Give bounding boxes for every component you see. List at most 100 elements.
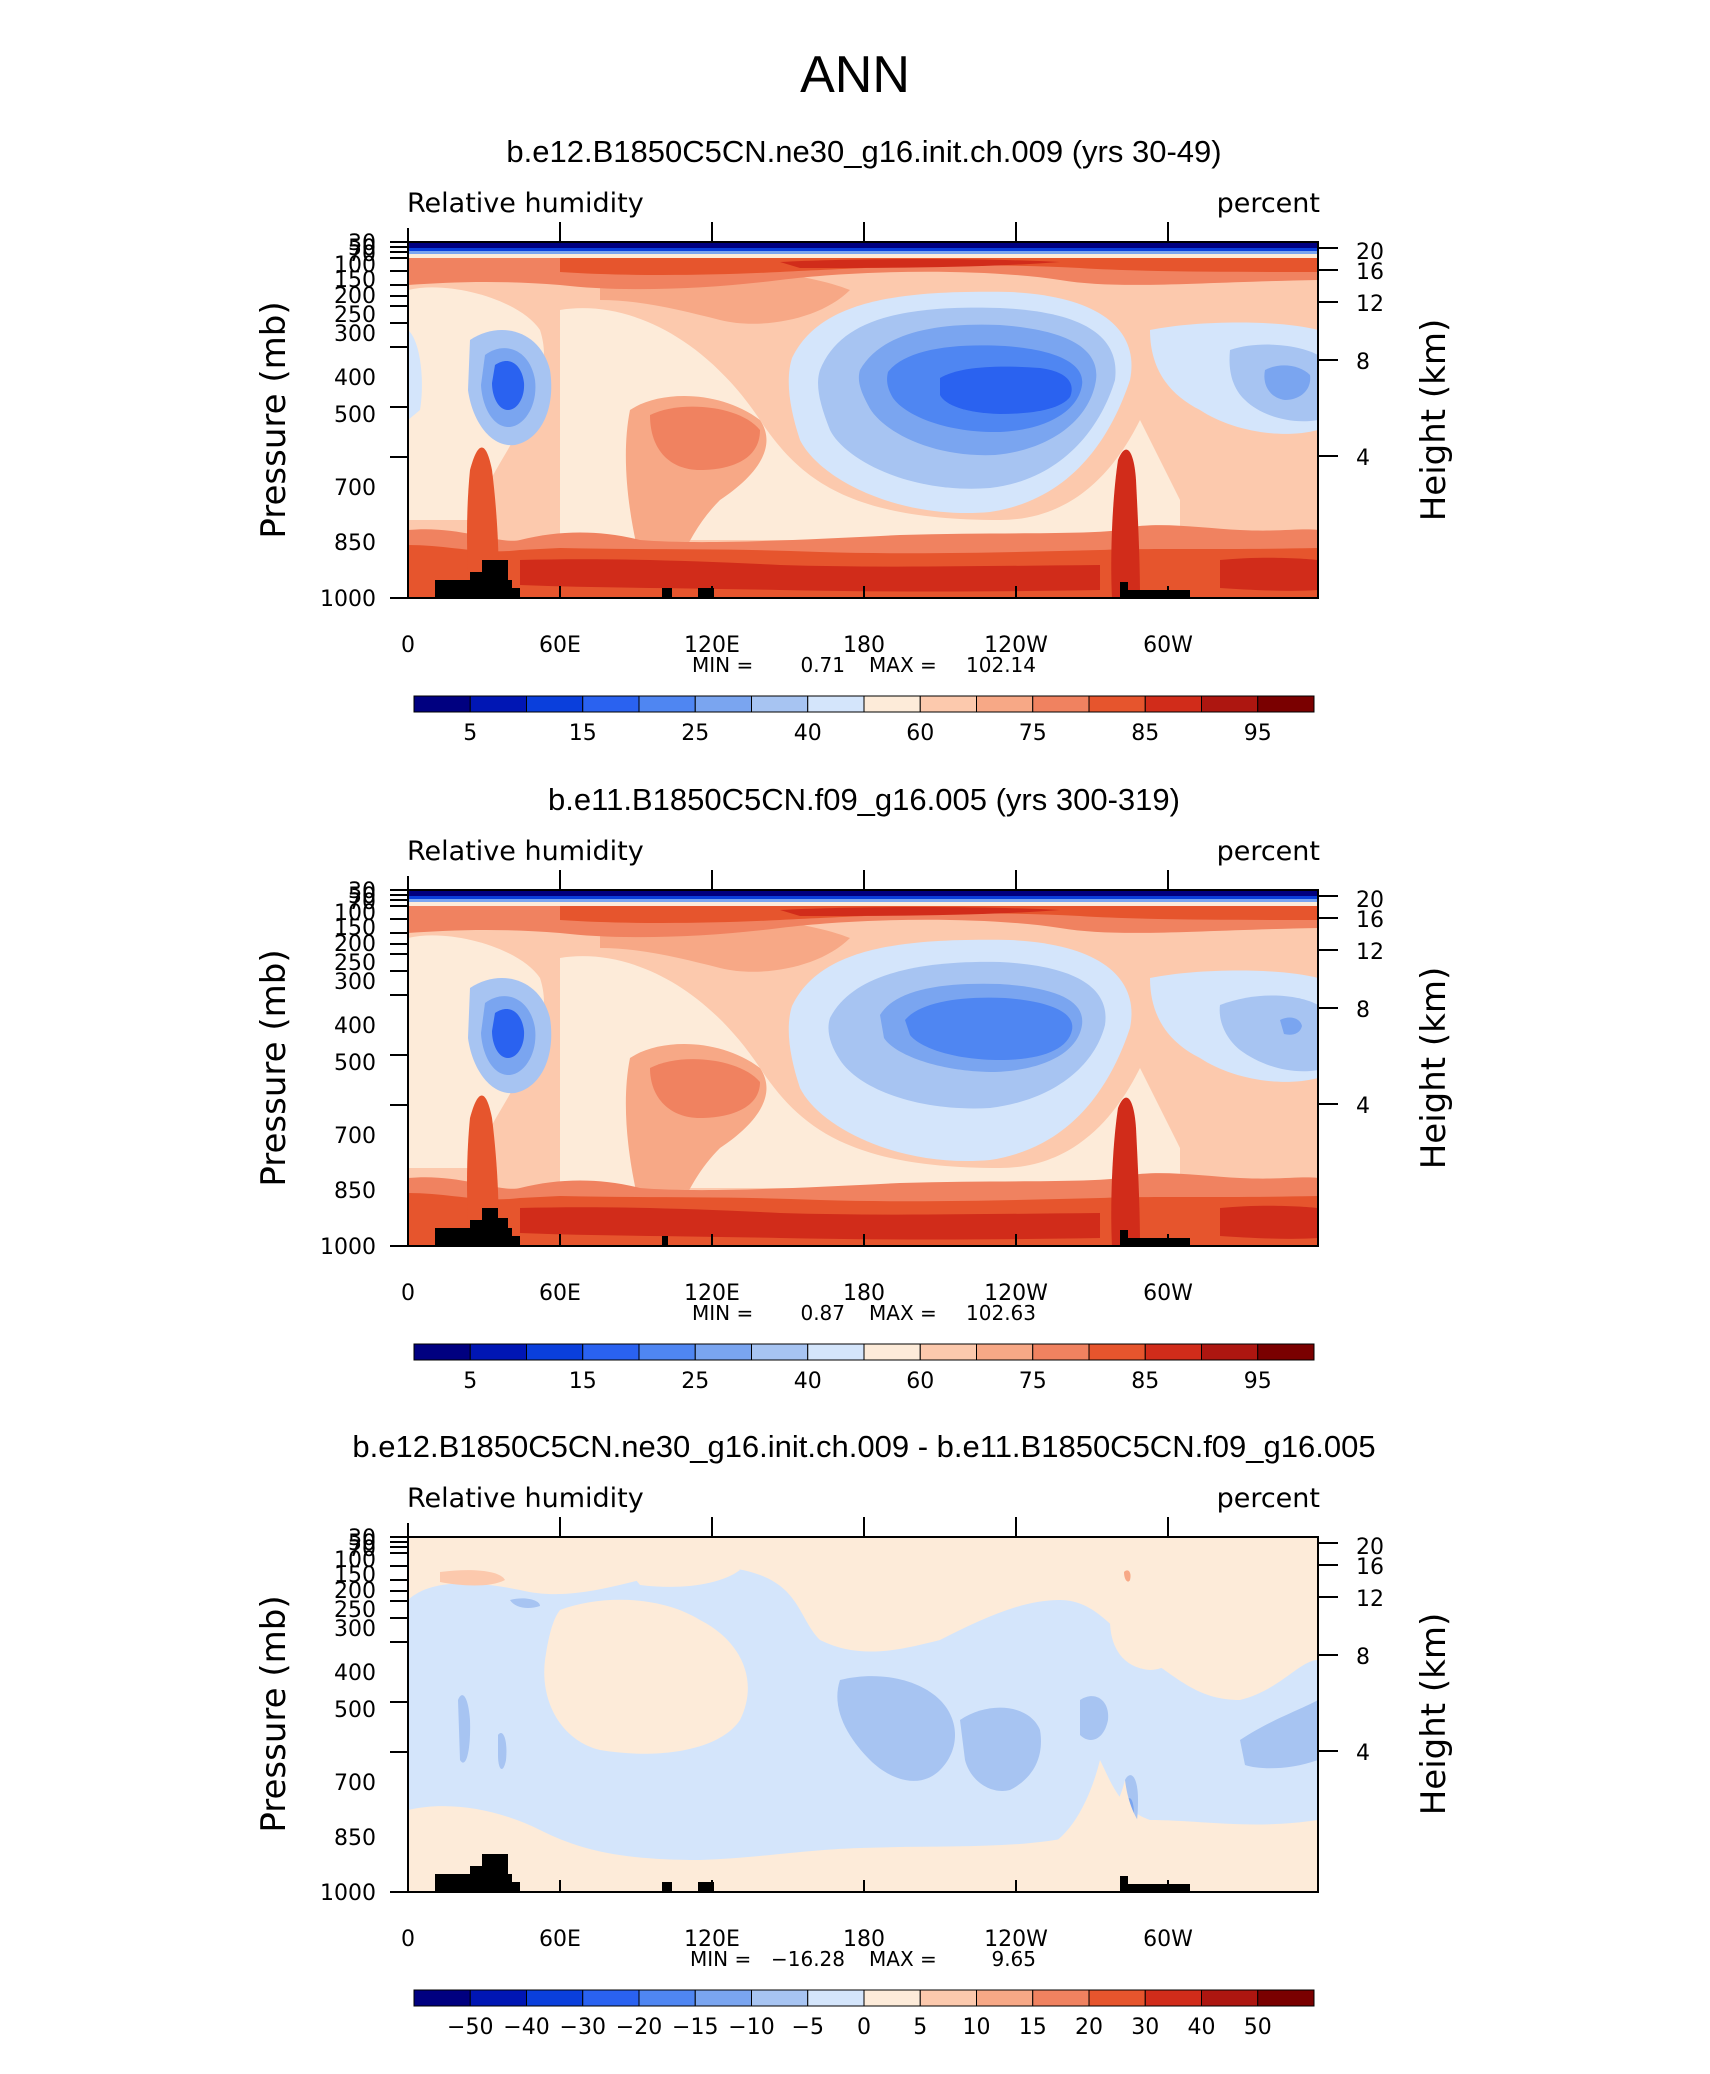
min-label: MIN = xyxy=(690,1947,751,1971)
height-tick-label: 4 xyxy=(1356,1094,1370,1119)
field-positive-patch-1 xyxy=(544,1599,748,1754)
pressure-tick-labels: 30 50 70 100 150 200 250 300 400 500 700… xyxy=(320,879,376,1260)
colorbar-label: 15 xyxy=(569,721,597,746)
pressure-tick-label: 50 xyxy=(348,236,376,261)
colorbar-label: 5 xyxy=(463,1369,477,1394)
pressure-tick-label: 50 xyxy=(348,884,376,909)
min-value: −16.28 xyxy=(771,1947,845,1971)
max-label: MAX = xyxy=(869,1301,937,1325)
ticks xyxy=(390,870,1338,1247)
colorbar-label: 5 xyxy=(913,2015,927,2040)
height-tick-label: 8 xyxy=(1356,998,1370,1023)
x-tick-label: 60E xyxy=(539,1927,581,1952)
variable-label: Relative humidity xyxy=(407,1483,644,1514)
colorbar-box xyxy=(582,1343,640,1361)
colorbar-box xyxy=(526,695,584,713)
colorbar: 5 15 25 40 60 75 85 95 xyxy=(413,695,1315,746)
colorbar-box xyxy=(863,1989,921,2007)
page-title: ANN xyxy=(800,46,910,104)
pressure-tick-label: 250 xyxy=(334,1598,376,1623)
colorbar-box xyxy=(1088,1989,1146,2007)
x-tick-label: 0 xyxy=(401,1927,415,1952)
field-negative-10 xyxy=(498,1732,507,1770)
colorbar-box xyxy=(638,1343,696,1361)
colorbar-box xyxy=(1032,695,1090,713)
field-negative-9 xyxy=(510,1598,540,1608)
colorbar-label: −30 xyxy=(560,2015,606,2040)
height-tick-label: 20 xyxy=(1356,888,1384,913)
field-top-darkest xyxy=(780,907,1060,916)
colorbar-box xyxy=(1032,1343,1090,1361)
height-tick-labels: 20 16 12 8 4 xyxy=(1356,888,1384,1119)
variable-label: Relative humidity xyxy=(407,836,644,867)
ticks xyxy=(390,222,1338,599)
min-label: MIN = xyxy=(692,653,753,677)
height-tick-label: 4 xyxy=(1356,1741,1370,1766)
colorbar-label: 40 xyxy=(794,1369,822,1394)
colorbar-label: 95 xyxy=(1244,1369,1272,1394)
panel-3: b.e12.B1850C5CN.ne30_g16.init.ch.009 - b… xyxy=(254,1429,1454,2040)
field-strat-3 xyxy=(408,899,1318,902)
field-top-darkred xyxy=(560,258,1318,275)
pressure-tick-label: 1000 xyxy=(320,587,376,612)
height-tick-label: 16 xyxy=(1356,260,1384,285)
colorbar-box xyxy=(582,1989,640,2007)
pressure-tick-label: 70 xyxy=(348,890,376,915)
panel-title: b.e12.B1850C5CN.ne30_g16.init.ch.009 - b… xyxy=(352,1429,1375,1464)
pressure-tick-label: 200 xyxy=(334,1579,376,1604)
colorbar-label: −5 xyxy=(792,2015,824,2040)
colorbar-box xyxy=(694,695,752,713)
colorbar-box xyxy=(1201,1343,1259,1361)
colorbar-label: −50 xyxy=(447,2015,493,2040)
pressure-tick-label: 700 xyxy=(334,476,376,501)
field-column-red xyxy=(650,1059,760,1118)
min-max-readout: MIN = 0.71 MAX = 102.14 xyxy=(692,653,1036,677)
field-positive-strip xyxy=(440,1570,505,1586)
colorbar-label: 50 xyxy=(1244,2015,1272,2040)
field-negative-5 xyxy=(1240,1700,1318,1769)
contour-field xyxy=(408,890,1318,1246)
pressure-tick-label: 300 xyxy=(334,322,376,347)
colorbar-box xyxy=(1088,1343,1146,1361)
colorbar: 5 15 25 40 60 75 85 95 xyxy=(413,1343,1315,1394)
field-negative-2 xyxy=(837,1676,955,1781)
field-pbl-darkred-2 xyxy=(1220,1205,1318,1239)
colorbar-box xyxy=(1088,695,1146,713)
x-tick-label: 60W xyxy=(1143,1927,1193,1952)
colorbar-label: 25 xyxy=(681,721,709,746)
colorbar-label: 25 xyxy=(681,1369,709,1394)
colorbar-box xyxy=(751,1989,809,2007)
pressure-tick-labels: 30 50 70 100 150 200 250 300 400 500 700… xyxy=(320,231,376,612)
colorbar-box xyxy=(1201,695,1259,713)
max-label: MAX = xyxy=(869,1947,937,1971)
field-left-cell-3 xyxy=(492,1009,525,1058)
pressure-tick-label: 700 xyxy=(334,1771,376,1796)
min-value: 0.87 xyxy=(800,1301,845,1325)
field-top-darkred xyxy=(560,906,1318,923)
x-tick-labels: 0 60E 120E 180 120W 60W xyxy=(401,1927,1193,1952)
pressure-tick-label: 400 xyxy=(334,1661,376,1686)
pressure-tick-label: 50 xyxy=(348,1531,376,1556)
field-blue-4 xyxy=(940,366,1072,414)
colorbar-box xyxy=(919,1343,977,1361)
pressure-tick-label: 200 xyxy=(334,284,376,309)
x-tick-label: 120E xyxy=(684,633,740,658)
colorbar-box xyxy=(807,1343,865,1361)
field-strat-4 xyxy=(408,254,1318,258)
x-tick-label: 180 xyxy=(843,1281,885,1306)
field-positive-patch-3 xyxy=(1110,1605,1183,1670)
pressure-tick-label: 30 xyxy=(348,879,376,904)
height-tick-labels: 20 16 12 8 4 xyxy=(1356,1535,1384,1766)
pressure-tick-label: 150 xyxy=(334,268,376,293)
ticks xyxy=(390,1517,1338,1893)
x-tick-label: 120W xyxy=(984,1927,1048,1952)
colorbar-box xyxy=(863,1343,921,1361)
colorbar-label: 30 xyxy=(1131,2015,1159,2040)
height-tick-label: 20 xyxy=(1356,1535,1384,1560)
field-strat-1 xyxy=(408,890,1318,898)
colorbar-box xyxy=(807,695,865,713)
x-tick-labels: 0 60E 120E 180 120W 60W xyxy=(401,1281,1193,1306)
pressure-tick-label: 70 xyxy=(348,1537,376,1562)
colorbar-label: −20 xyxy=(616,2015,662,2040)
panel-1: b.e12.B1850C5CN.ne30_g16.init.ch.009 (yr… xyxy=(254,134,1454,746)
